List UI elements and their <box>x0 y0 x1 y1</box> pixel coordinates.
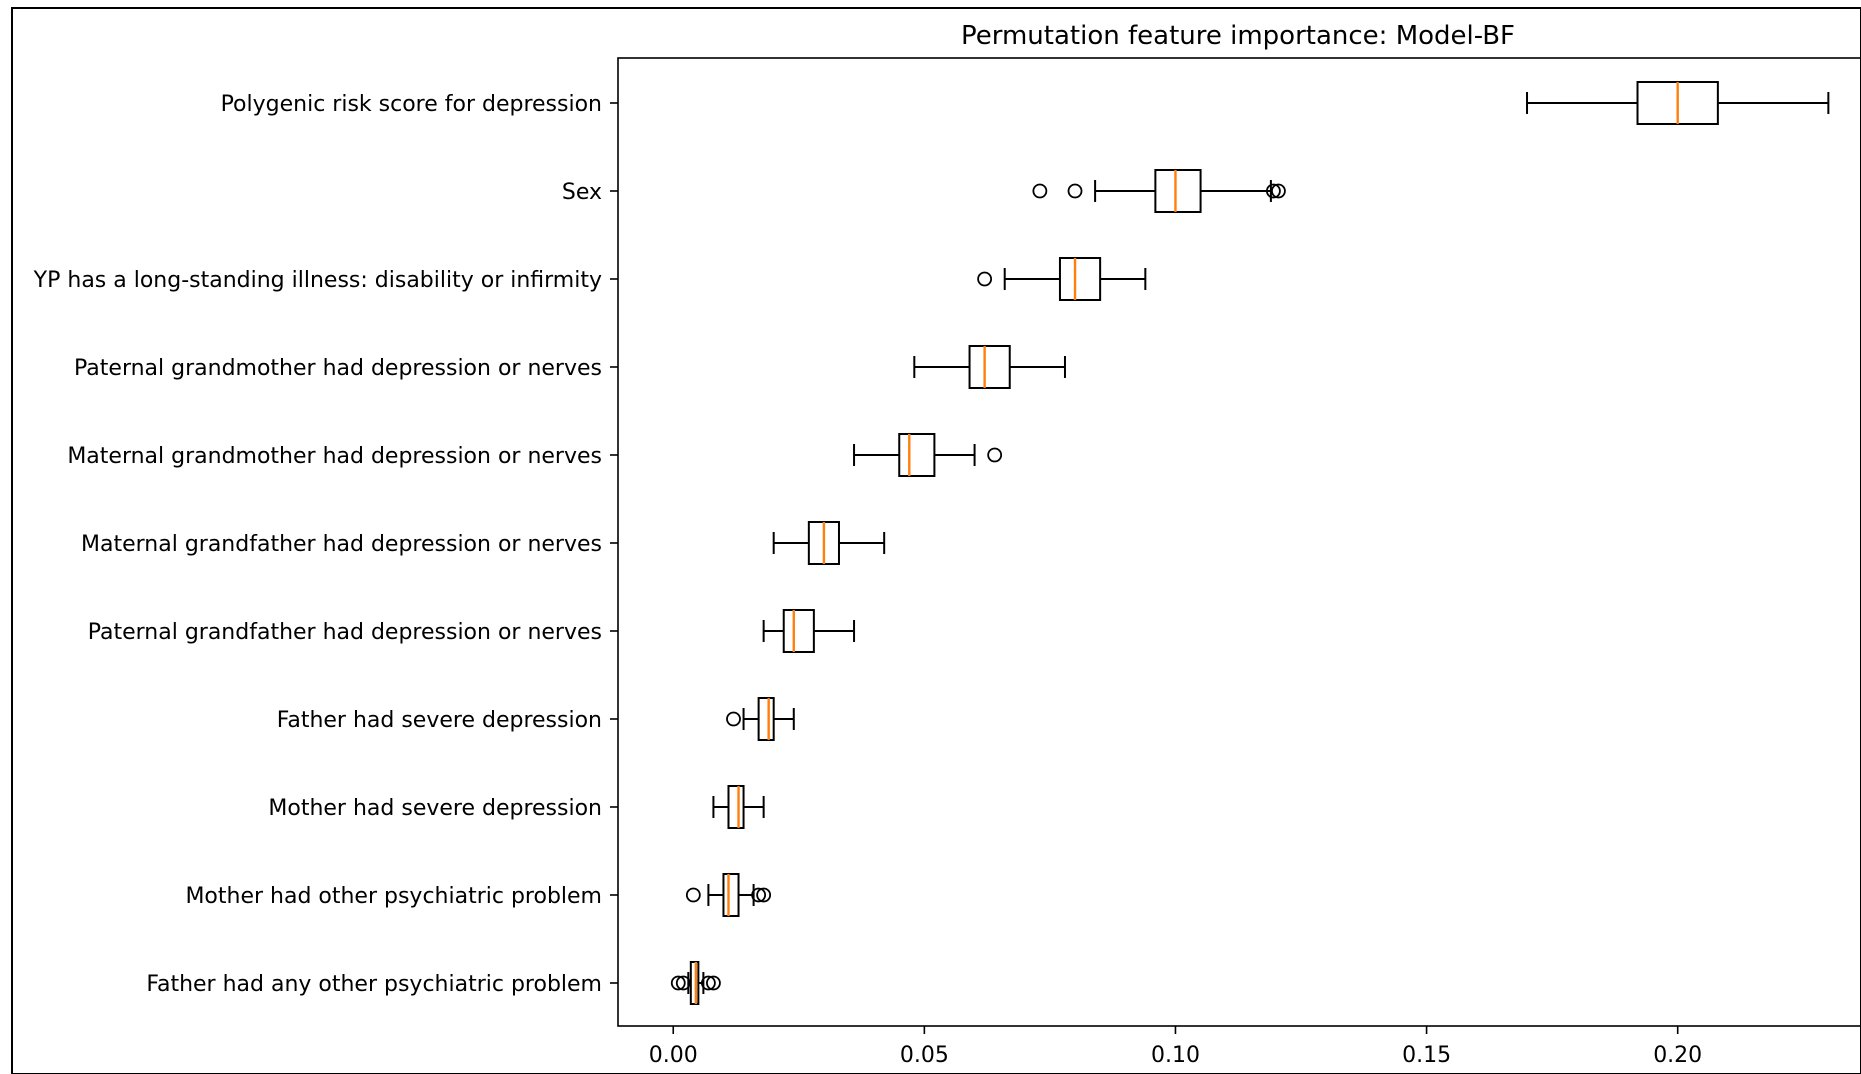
outlier-point <box>1271 183 1286 199</box>
y-tick-label: Paternal grandfather had depression or n… <box>88 620 602 645</box>
outlier-point <box>751 887 767 903</box>
y-tick-label: Maternal grandfather had depression or n… <box>81 532 602 557</box>
x-tick-label: 0.10 <box>1151 1043 1200 1068</box>
outlier-point <box>756 887 772 903</box>
y-tick-label: Mother had other psychiatric problem <box>185 884 602 909</box>
outlier-point <box>1067 183 1083 199</box>
box-iqr <box>727 785 745 829</box>
outlier-point <box>685 887 701 903</box>
y-tick-label: Polygenic risk score for depression <box>221 92 602 117</box>
outlier-point <box>1032 183 1048 199</box>
outlier-point <box>977 271 993 287</box>
x-tick-label: 0.00 <box>649 1043 698 1068</box>
y-tick-label: YP has a long-standing illness: disabili… <box>33 268 602 293</box>
box-iqr <box>1154 169 1202 213</box>
outlier-point <box>987 447 1003 463</box>
outlier-point <box>1266 183 1281 199</box>
box-iqr <box>1058 257 1102 301</box>
plot-area: 0.00 0.05 0.10 0.15 0.20 Polygenic risk score… <box>33 81 1830 1068</box>
outlier-point <box>675 975 691 991</box>
x-tick-label: 0.20 <box>1653 1043 1702 1068</box>
y-tick-label: Paternal grandmother had depression or n… <box>74 356 602 381</box>
y-tick-label: Sex <box>562 180 602 205</box>
box-iqr <box>782 609 815 653</box>
box-iqr <box>722 873 740 917</box>
outlier-point <box>726 711 741 727</box>
y-tick-label: Maternal grandmother had depression or n… <box>67 444 602 469</box>
x-tick-label: 0.05 <box>900 1043 949 1068</box>
outlier-point <box>706 975 721 991</box>
image-border <box>11 7 1861 1074</box>
box-iqr <box>757 697 775 741</box>
box-iqr <box>898 433 936 477</box>
outlier-point <box>670 975 686 991</box>
y-tick-label: Father had any other psychiatric problem <box>146 972 602 997</box>
y-tick-label: Father had severe depression <box>277 708 602 733</box>
y-tick-label: Mother had severe depression <box>268 796 602 821</box>
chart-title: Permutation feature importance: Model-BF <box>961 21 1515 51</box>
outlier-point <box>701 975 716 991</box>
box-iqr <box>968 345 1011 389</box>
axes-frame <box>617 57 1861 1027</box>
x-tick-label: 0.15 <box>1402 1043 1451 1068</box>
box-iqr <box>689 961 700 1005</box>
